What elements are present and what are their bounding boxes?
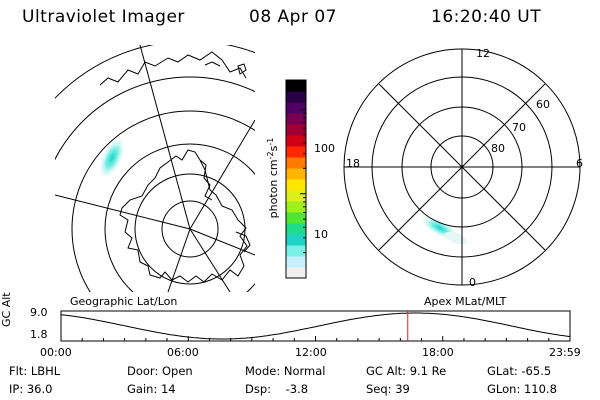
colorbar-band [286,234,306,246]
geographic-map [55,45,255,292]
mlat-label-70: 70 [512,121,526,134]
timeline-ytick-high: 9.0 [30,306,48,319]
status-gain: Gain: 14 [127,382,176,396]
status-ip: IP: 36.0 [9,382,53,396]
time-readout: 16:20:40 UT [431,7,542,27]
status-glon: GLon: 110.8 [487,382,557,396]
antarctica-coastline [119,149,248,283]
mlt-label-6: 6 [576,157,583,170]
colorbar-band [286,102,306,114]
mlat-label-60: 60 [536,98,550,111]
timeline-xtick-1200: 12:00 [295,346,327,359]
colorbar-band [286,245,306,257]
colorbar-band [286,267,306,279]
timeline-xtick-2359: 23:59 [549,346,581,359]
colorbar-tick-100: 100 [314,142,335,155]
colorbar-band [286,135,306,147]
meridian-lines [55,45,255,292]
aurora-emission-geo [99,137,125,179]
status-gc-alt: GC Alt: 9.1 Re [366,364,447,378]
colorbar-label: photon cm-2s-1 [266,138,280,219]
app-title: Ultraviolet Imager [22,7,185,27]
status-seq: Seq: 39 [366,382,410,396]
colorbar-band [286,256,306,268]
colorbar-frame [285,79,307,279]
status-mode: Mode: Normal [245,364,326,378]
mlat-label-80: 80 [491,142,505,155]
mlt-label-18: 18 [346,157,360,170]
colorbar-band [286,201,306,213]
coastline-detail [199,159,251,253]
orbit-timeline [60,310,571,342]
colorbar-band [286,223,306,235]
status-glat: GLat: -65.5 [487,364,552,378]
colorbar [286,80,306,279]
magnetic-polar-plot [343,48,581,286]
colorbar-band [286,113,306,125]
timeline-xtick-0000: 00:00 [40,346,72,359]
apex-caption: Apex MLat/MLT [424,295,507,308]
status-filter: Flt: LBHL [9,364,61,378]
geographic-caption: Geographic Lat/Lon [70,295,178,308]
colorbar-band [286,168,306,180]
colorbar-band [286,124,306,136]
timeline-ytick-low: 1.8 [30,328,48,341]
colorbar-band [286,157,306,169]
colorbar-band [286,80,306,92]
mlt-label-12: 12 [476,47,490,60]
colorbar-ticks [300,83,306,254]
timeline-xtick-1800: 18:00 [422,346,454,359]
status-dsp: Dsp: -3.8 [245,382,309,396]
status-door: Door: Open [127,364,193,378]
colorbar-band [286,212,306,224]
colorbar-band [286,179,306,191]
island-coastline [237,63,247,75]
date-readout: 08 Apr 07 [249,7,337,27]
colorbar-band [286,146,306,158]
latitude-circles [55,45,255,292]
colorbar-band [286,190,306,202]
timeline-axis-label: GC Alt [0,292,13,327]
colorbar-band [286,91,306,103]
altitude-curve [60,312,571,340]
southern-coastline [99,51,247,86]
timeline-xtick-0600: 06:00 [167,346,199,359]
colorbar-tick-10: 10 [314,228,328,241]
mlt-label-0: 0 [469,276,476,289]
